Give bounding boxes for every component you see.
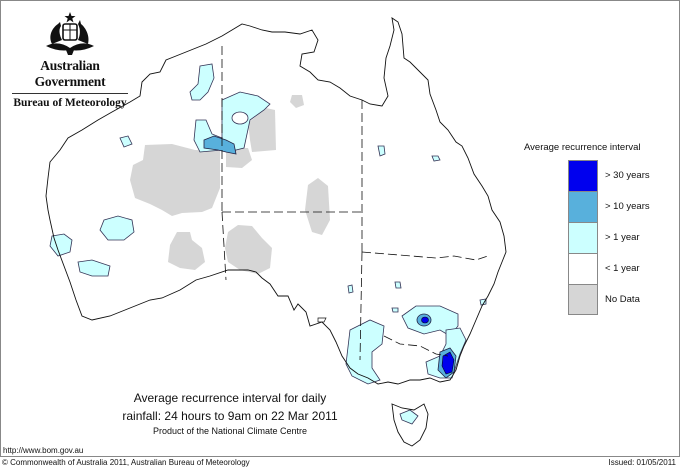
map-title-line1: Average recurrence interval for daily: [133, 391, 327, 405]
no-data-areas: [130, 95, 330, 274]
map-title-line2: rainfall: 24 hours to 9am on 22 Mar 2011: [122, 409, 338, 423]
logo-divider: [12, 93, 128, 94]
legend-item-gt-1-year: > 1 year: [568, 222, 640, 253]
agency-name: Bureau of Meteorology: [13, 97, 127, 109]
legend-label: > 1 year: [605, 232, 640, 243]
legend-label: < 1 year: [605, 263, 640, 274]
legend-title: Average recurrence interval: [524, 142, 641, 153]
footer-divider: [0, 456, 680, 457]
bom-logo[interactable]: Australian Government Bureau of Meteorol…: [8, 10, 132, 109]
coat-of-arms-icon: [46, 12, 94, 55]
map-caption: Average recurrence interval for daily ra…: [100, 389, 360, 437]
tasmania: [391, 403, 429, 447]
legend-item-gt-10-years: > 10 years: [568, 191, 650, 222]
map-subtitle: Product of the National Climate Centre: [152, 426, 308, 436]
state-borders: [221, 46, 489, 361]
coastline: [45, 17, 507, 385]
copyright-text: © Commonwealth of Australia 2011, Austra…: [2, 458, 250, 467]
legend-item-no-data: No Data: [568, 284, 640, 315]
legend-item-gt-30-years: > 30 years: [568, 160, 650, 191]
gt-30-years-areas: [421, 316, 455, 375]
government-name: Australian Government: [34, 58, 106, 89]
legend-item-lt-1-year: < 1 year: [568, 253, 640, 284]
legend-label: > 30 years: [605, 170, 650, 181]
legend-label: No Data: [605, 294, 640, 305]
issued-date: Issued: 01/05/2011: [608, 458, 676, 467]
bom-url-link[interactable]: http://www.bom.gov.au: [3, 446, 84, 455]
legend: Average recurrence interval > 30 years >…: [518, 142, 678, 315]
legend-label: > 10 years: [605, 201, 650, 212]
